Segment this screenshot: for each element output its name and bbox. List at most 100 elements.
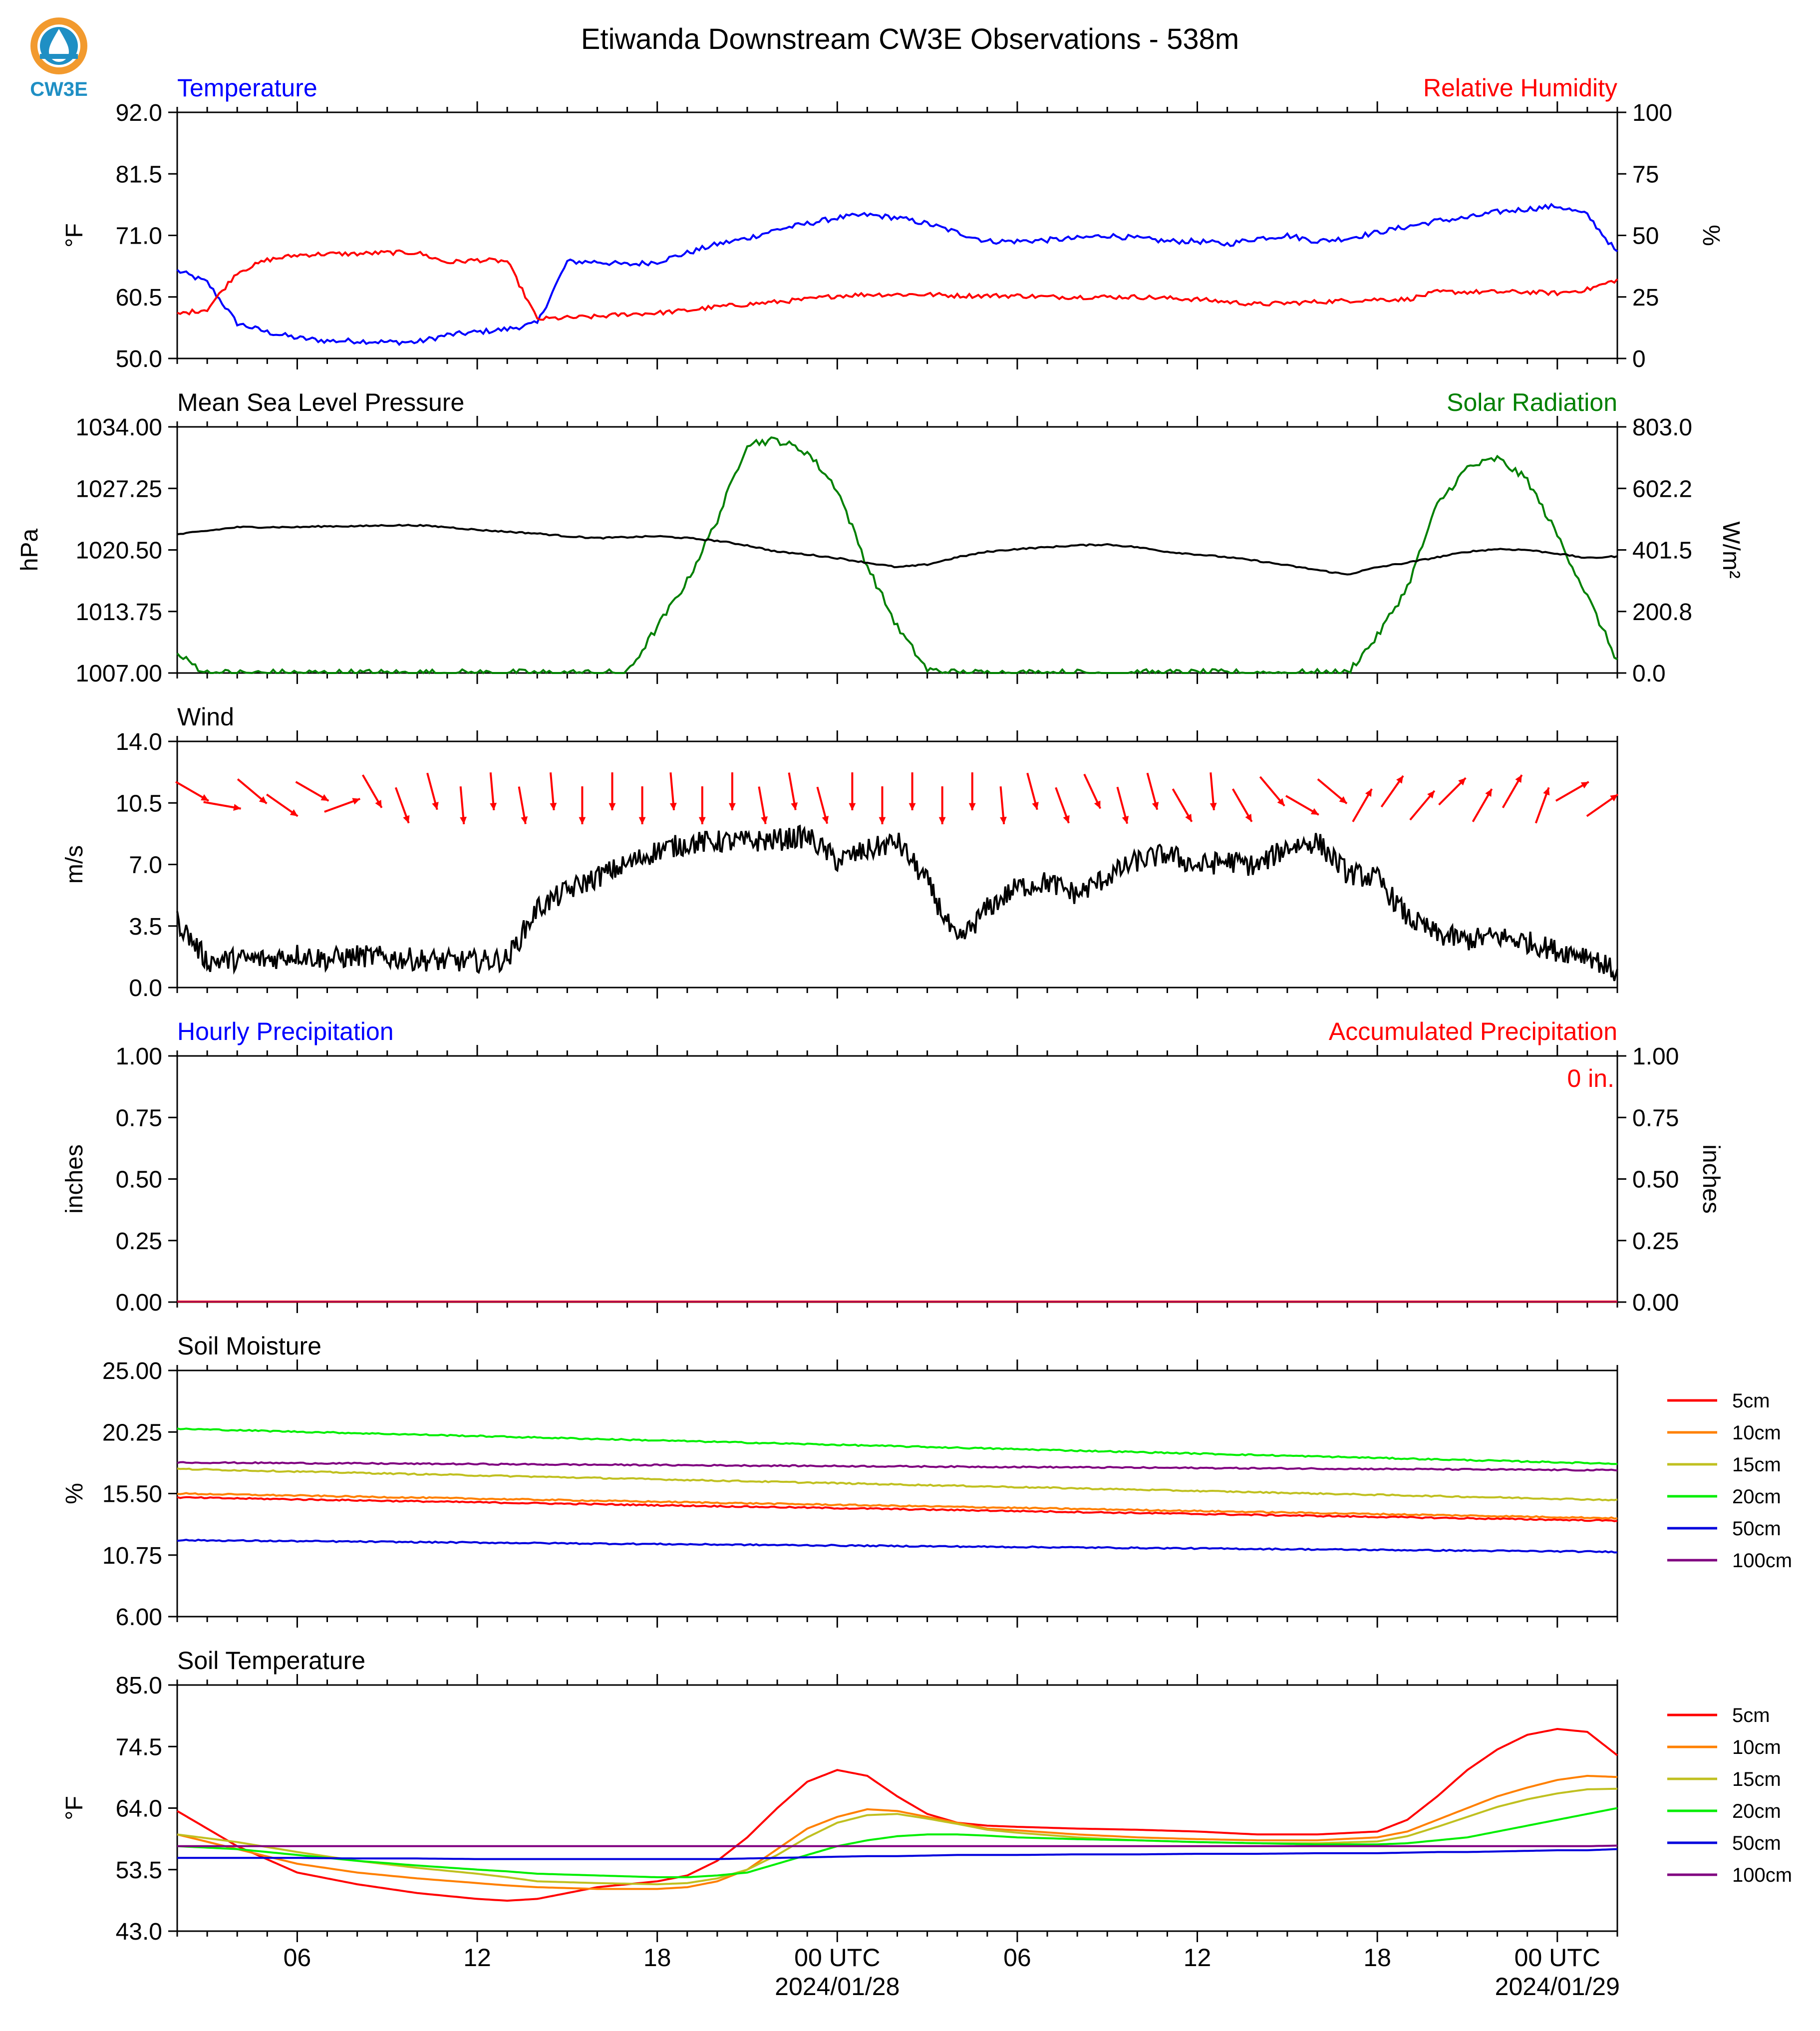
y-tick-label: 50 <box>1632 223 1659 250</box>
soil-moisture-legend: 5cm 10cm 15cm 20cm 50cm 100cm <box>1667 1390 1792 1572</box>
legend-label: 10cm <box>1732 1422 1781 1444</box>
wind-arrowhead <box>1210 802 1217 810</box>
x-tick-label: 00 UTC <box>794 1944 880 1972</box>
panel-3-series <box>175 772 1619 982</box>
accumulated-total-label: 0 in. <box>1567 1064 1614 1092</box>
y-tick-label: 71.0 <box>116 223 162 250</box>
y-tick-label: 1.00 <box>1632 1043 1679 1070</box>
panel-title-left: Hourly Precipitation <box>177 1017 394 1045</box>
soil-line-50cm <box>177 1848 1618 1860</box>
y-tick-label: 20.25 <box>102 1419 162 1446</box>
y-axis-label: °F <box>61 1796 88 1820</box>
wind-arrowhead <box>290 809 298 816</box>
wind-speed-line <box>176 824 1618 982</box>
wind-arrowhead <box>1515 775 1522 783</box>
panel-5-axes: 6.00 10.75 15.50 20.25 25.00% Soil Moisture <box>61 1332 1618 1631</box>
soil-line-15cm <box>177 1467 1618 1502</box>
soil-line-10cm <box>177 1774 1618 1890</box>
relative-humidity-line <box>177 249 1618 321</box>
wind-arrowhead <box>259 796 267 804</box>
soil-line-10cm <box>177 1492 1618 1520</box>
panel-1-series <box>176 203 1618 346</box>
y-tick-label: 85.0 <box>116 1673 162 1699</box>
panel-6-axes: 43.0 53.5 64.0 74.5 85.0 °F Soil Temperature <box>61 1647 1618 1945</box>
panel-title-left: Temperature <box>177 74 317 102</box>
x-tick-label: 18 <box>643 1944 671 1972</box>
y-tick-label: 100 <box>1632 100 1672 126</box>
wind-arrowhead <box>1485 789 1492 797</box>
wind-arrowhead <box>909 803 916 810</box>
y-tick-label: 64.0 <box>116 1796 162 1822</box>
soil-line-5cm <box>176 1727 1618 1902</box>
solar-radiation-line <box>176 436 1618 675</box>
wind-arrowhead <box>1339 796 1347 804</box>
y-tick-label: 7.0 <box>129 852 162 879</box>
y-tick-label: 1027.25 <box>75 476 162 502</box>
wind-arrowhead <box>791 802 798 810</box>
wind-arrowhead <box>1063 815 1070 823</box>
x-tick-label: 06 <box>1003 1944 1031 1972</box>
wind-arrowhead <box>1458 778 1466 786</box>
legend-label: 100cm <box>1732 1864 1792 1886</box>
y-tick-label: 43.0 <box>116 1919 162 1945</box>
x-tick-label: 00 UTC <box>1515 1944 1600 1972</box>
legend-label: 50cm <box>1732 1518 1781 1540</box>
y-tick-label: 3.5 <box>129 914 162 940</box>
panel-2-series <box>176 436 1618 675</box>
logo-sun-icon <box>30 17 87 74</box>
panel-6-series <box>176 1727 1618 1902</box>
wind-arrowhead <box>968 803 976 810</box>
wind-arrowhead <box>352 798 360 805</box>
x-tick-label: 12 <box>1184 1944 1212 1972</box>
wind-arrowhead <box>1032 801 1039 810</box>
wind-arrowhead <box>849 803 856 810</box>
y-tick-label: 15.50 <box>102 1481 162 1508</box>
y-tick-label: 0 <box>1632 346 1646 372</box>
y-tick-label: 401.5 <box>1632 538 1692 564</box>
soil-line-5cm <box>177 1496 1618 1522</box>
y-tick-label: 0.0 <box>1632 661 1666 687</box>
y-tick-label: 200.8 <box>1632 599 1692 626</box>
wind-arrowhead <box>375 799 382 808</box>
soil-line-50cm <box>177 1538 1618 1554</box>
date-label: 2024/01/28 <box>775 1973 900 2001</box>
wind-arrowhead <box>638 817 646 824</box>
wind-arrowhead <box>822 815 829 824</box>
panel-title-right: Relative Humidity <box>1423 74 1617 102</box>
y-tick-label: 803.0 <box>1632 414 1692 441</box>
wind-arrowhead <box>938 817 946 824</box>
y-tick-label: 0.75 <box>1632 1105 1679 1131</box>
wind-arrowhead <box>1610 794 1618 802</box>
y-tick-label: 0.50 <box>1632 1167 1679 1193</box>
y-tick-label: 92.0 <box>116 100 162 126</box>
wind-arrowhead <box>669 802 677 810</box>
panel-title-left: Soil Moisture <box>177 1332 321 1360</box>
y-tick-label: 74.5 <box>116 1734 162 1760</box>
date-label: 2024/01/29 <box>1495 1973 1620 2001</box>
panel-4-series: 0 in. <box>177 1064 1617 1303</box>
y-axis-label: W/m² <box>1718 521 1744 579</box>
y-tick-label: 10.75 <box>102 1543 162 1569</box>
soil-line-100cm <box>177 1461 1618 1472</box>
wind-arrowhead <box>460 816 467 824</box>
y-tick-label: 81.5 <box>116 161 162 188</box>
y-axis-label: inches <box>1698 1144 1724 1214</box>
y-tick-label: 6.00 <box>116 1604 162 1631</box>
x-tick-label: 12 <box>463 1944 491 1972</box>
panel-title-right: Accumulated Precipitation <box>1329 1017 1617 1045</box>
wind-arrowhead <box>1310 808 1319 815</box>
y-tick-label: 25.00 <box>102 1358 162 1384</box>
wind-arrowhead <box>320 794 329 801</box>
y-axis-label: inches <box>61 1144 88 1214</box>
logo-text: CW3E <box>30 78 88 100</box>
wind-arrowhead <box>1245 813 1252 822</box>
y-axis-label: m/s <box>61 845 88 884</box>
y-tick-label: 25 <box>1632 285 1659 311</box>
temperature-line <box>176 203 1618 346</box>
y-tick-label: 602.2 <box>1632 476 1692 502</box>
figure-title: Etiwanda Downstream CW3E Observations - … <box>581 23 1239 55</box>
x-tick-label: 06 <box>284 1944 311 1972</box>
legend-label: 15cm <box>1732 1454 1781 1476</box>
soil-temperature-legend: 5cm 10cm 15cm 20cm 50cm 100cm <box>1667 1704 1792 1886</box>
